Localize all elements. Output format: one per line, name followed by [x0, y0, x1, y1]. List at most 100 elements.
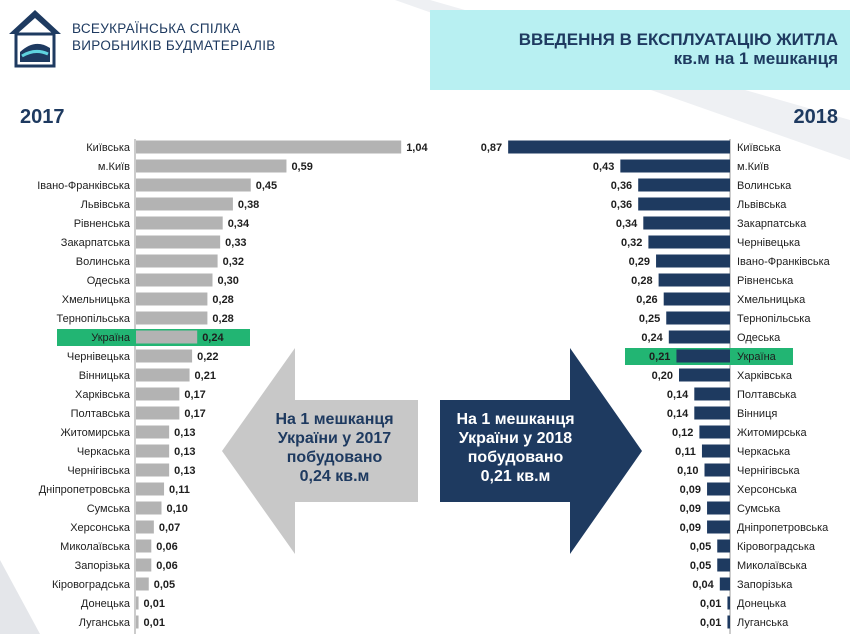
left-category-label: Черкаська — [77, 446, 131, 458]
left-category-label: Донецька — [81, 598, 131, 610]
right-value-label: 0,24 — [641, 332, 663, 344]
right-category-label: Харківська — [737, 370, 793, 382]
right-category-label: м.Київ — [737, 161, 769, 173]
left-bar — [136, 159, 287, 173]
left-category-label: Волинська — [76, 256, 131, 268]
right-category-label: Дніпропетровська — [737, 522, 829, 534]
left-bar — [136, 539, 152, 553]
right-bar — [717, 539, 730, 553]
left-category-label: Київська — [86, 142, 131, 154]
left-bar — [136, 577, 149, 591]
right-bar — [643, 216, 730, 230]
left-category-label: Кіровоградська — [52, 579, 131, 591]
left-value-label: 0,07 — [159, 522, 180, 534]
right-bar — [699, 425, 730, 439]
left-category-label: Харківська — [75, 389, 131, 401]
right-value-label: 0,36 — [611, 199, 632, 211]
right-value-label: 0,14 — [667, 389, 689, 401]
left-category-label: Житомирська — [60, 427, 130, 439]
title-line2: кв.м на 1 мешканця — [673, 49, 838, 68]
right-bar — [679, 368, 730, 382]
arrow-left-line1: На 1 мешканця — [275, 411, 394, 428]
right-category-label: Донецька — [737, 598, 787, 610]
left-value-label: 0,01 — [144, 598, 165, 610]
right-category-label: Сумська — [737, 503, 781, 515]
left-value-label: 0,38 — [238, 199, 259, 211]
right-value-label: 0,29 — [629, 256, 650, 268]
right-value-label: 0,01 — [700, 617, 721, 629]
right-bar — [704, 463, 730, 477]
right-bar — [707, 520, 730, 534]
left-value-label: 0,11 — [169, 484, 190, 496]
left-category-label: м.Київ — [98, 161, 130, 173]
right-value-label: 0,09 — [680, 503, 701, 515]
left-value-label: 0,01 — [144, 617, 165, 629]
left-category-label: Дніпропетровська — [39, 484, 131, 496]
right-category-label: Черкаська — [737, 446, 791, 458]
arrow-right-line3: побудовано — [467, 449, 564, 466]
left-value-label: 0,32 — [223, 256, 244, 268]
left-bar — [136, 273, 213, 287]
left-bar — [136, 482, 165, 496]
right-category-label: Миколаївська — [737, 560, 808, 572]
left-bar — [136, 254, 218, 268]
left-category-label: Тернопільська — [57, 313, 131, 325]
left-value-label: 0,33 — [225, 237, 246, 249]
right-category-label: Рівненська — [737, 275, 794, 287]
left-bar — [136, 292, 208, 306]
right-value-label: 0,26 — [636, 294, 657, 306]
left-category-label: Одеська — [87, 275, 131, 287]
left-value-label: 0,13 — [174, 427, 195, 439]
left-value-label: 0,22 — [197, 351, 218, 363]
left-value-label: 0,17 — [184, 389, 205, 401]
right-bar — [676, 349, 730, 363]
right-value-label: 0,05 — [690, 560, 711, 572]
right-category-label: Хмельницька — [737, 294, 806, 306]
left-category-label: Хмельницька — [62, 294, 131, 306]
right-bar — [727, 615, 730, 629]
right-value-label: 0,05 — [690, 541, 711, 553]
right-category-label: Закарпатська — [737, 218, 807, 230]
right-value-label: 0,28 — [631, 275, 652, 287]
left-bar — [136, 349, 193, 363]
left-category-label: Закарпатська — [61, 237, 131, 249]
right-bar — [719, 577, 730, 591]
right-category-label: Житомирська — [737, 427, 807, 439]
right-value-label: 0,43 — [593, 161, 614, 173]
left-bar — [136, 368, 190, 382]
left-bar — [136, 615, 139, 629]
right-bar — [717, 558, 730, 572]
page-title: ВВЕДЕННЯ В ЕКСПЛУАТАЦІЮ ЖИТЛА кв.м на 1 … — [519, 30, 838, 68]
arrow-right-text: На 1 мешканця України у 2018 побудовано … — [443, 410, 588, 486]
right-category-label: Львівська — [737, 199, 787, 211]
left-value-label: 0,10 — [167, 503, 188, 515]
left-bar — [136, 558, 152, 572]
left-bar — [136, 425, 170, 439]
left-category-label: Івано-Франківська — [37, 180, 131, 192]
right-bar — [508, 140, 730, 154]
right-bar — [666, 311, 730, 325]
year-2017-label: 2017 — [20, 106, 65, 128]
left-bar — [136, 387, 180, 401]
left-category-label: Миколаївська — [60, 541, 131, 553]
left-value-label: 0,06 — [156, 560, 177, 572]
right-category-label: Чернівецька — [737, 237, 801, 249]
right-category-label: Кіровоградська — [737, 541, 816, 553]
left-category-label: Рівненська — [74, 218, 131, 230]
org-name-line1: ВСЕУКРАЇНСЬКА СПІЛКА — [72, 21, 241, 36]
right-value-label: 0,09 — [680, 484, 701, 496]
right-category-label: Чернігівська — [737, 465, 801, 477]
left-value-label: 0,59 — [291, 161, 312, 173]
right-category-label: Вінниця — [737, 408, 777, 420]
left-bar — [136, 596, 139, 610]
left-category-label: Вінницька — [79, 370, 131, 382]
right-category-label: Полтавська — [737, 389, 797, 401]
right-bar — [707, 501, 730, 515]
left-bar — [136, 235, 221, 249]
right-value-label: 0,14 — [667, 408, 689, 420]
right-value-label: 0,87 — [481, 142, 502, 154]
left-category-label: Запорізька — [75, 560, 131, 572]
right-bar — [620, 159, 730, 173]
